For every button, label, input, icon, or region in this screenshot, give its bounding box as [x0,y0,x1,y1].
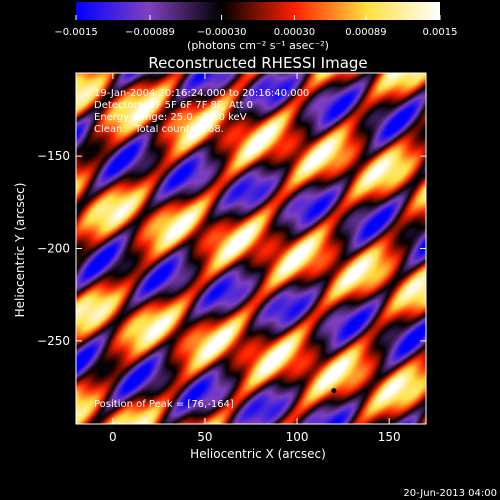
annotation-block: 19-Jan-2004 20:16:24.000 to 20:16:40.000… [94,88,309,135]
x-tick-label: 0 [109,430,117,444]
y-tick-label: −200 [37,242,70,256]
plot-area: 0 50 100 150 −150 −200 −250 19-Jan-2004 20:16… [37,72,427,444]
x-axis-ticks: 0 50 100 150 [109,73,401,444]
colorbar-tick-label: 0.0015 [423,27,458,38]
annotation-detectors: Detectors: 4F 5F 6F 7F 8F, Att 0 [94,100,253,111]
colorbar-tick-label: 0.00089 [345,27,386,38]
x-tick-label: 150 [378,430,401,444]
peak-position-label: Position of Peak = [76,-164] [94,399,234,410]
annotation-time-range: 19-Jan-2004 20:16:24.000 to 20:16:40.000 [94,88,309,99]
y-tick-label: −250 [37,334,70,348]
y-axis-label: Heliocentric Y (arcsec) [13,183,27,318]
heatmap-image [76,73,426,424]
x-tick-label: 100 [286,430,309,444]
colorbar-unit-label: (photons cm⁻² s⁻¹ asec⁻²) [187,39,329,52]
colorbar: −0.0015 −0.00089 −0.00030 0.00030 0.00089 0.0… [54,2,458,52]
colorbar-tick-label: −0.0015 [54,27,97,38]
colorbar-tick-label: −0.00089 [125,27,175,38]
chart-title: Reconstructed RHESSI Image [148,54,367,72]
x-axis-label: Heliocentric X (arcsec) [190,447,326,461]
y-tick-label: −150 [37,149,70,163]
colorbar-ticks: −0.0015 −0.00089 −0.00030 0.00030 0.00089 0.0… [54,15,458,38]
footer-date: 20-Jun-2013 04:00 [403,488,497,499]
colorbar-scale [76,2,440,20]
x-tick-label: 50 [197,430,212,444]
colorbar-tick-label: 0.00030 [274,27,315,38]
annotation-clean-counts: Clean Total counts: 268. [94,124,224,135]
annotation-energy-range: Energy Range: 25.0 - 50.0 keV [94,112,247,123]
peak-marker [331,388,337,394]
colorbar-tick-label: −0.00030 [197,27,247,38]
y-axis-ticks: −150 −200 −250 [37,149,426,348]
